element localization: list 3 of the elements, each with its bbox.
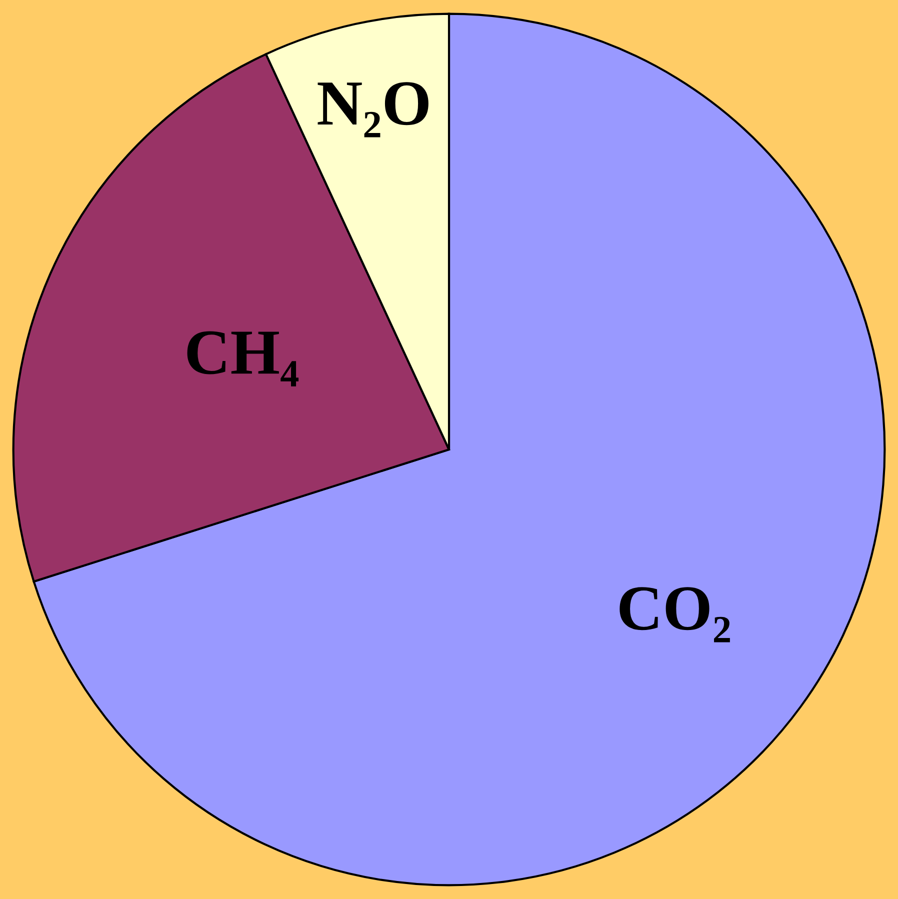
slice-label: CO₂ — [620, 587, 730, 642]
slice-label: N₂O — [318, 82, 428, 138]
slice-label: CH₄ — [187, 331, 299, 386]
